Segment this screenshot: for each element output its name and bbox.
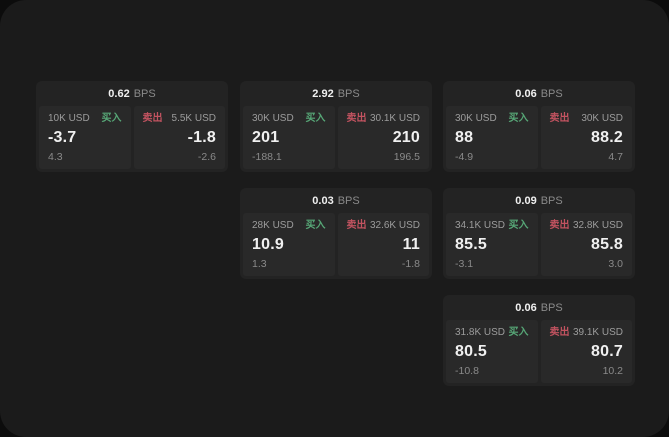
buy-panel[interactable]: 34.1K USD 买入 85.5 -3.1 [446, 213, 538, 276]
card-body: 31.8K USD 买入 80.5 -10.8 卖出 39.1K USD 80.… [443, 320, 635, 386]
bps-value: 0.06 [515, 301, 537, 314]
sell-delta: 4.7 [608, 151, 623, 163]
sell-price: 210 [392, 129, 420, 146]
sell-delta: 196.5 [393, 151, 420, 163]
quote-card: 0.09 BPS 34.1K USD 买入 85.5 -3.1 卖出 32.8K… [443, 188, 635, 279]
sell-tag: 卖出 [549, 327, 570, 338]
buy-tag: 买入 [305, 113, 326, 124]
buy-amount: 31.8K USD [455, 327, 506, 338]
buy-price: 201 [252, 129, 280, 146]
bps-value: 0.06 [515, 87, 537, 100]
buy-delta: -188.1 [252, 151, 282, 163]
bps-header: 0.03 BPS [240, 188, 432, 213]
buy-tag: 买入 [508, 220, 529, 231]
bps-header: 2.92 BPS [240, 81, 432, 106]
card-body: 30K USD 买入 201 -188.1 卖出 30.1K USD 210 1… [240, 106, 432, 172]
sell-delta: 10.2 [602, 365, 623, 377]
buy-panel[interactable]: 30K USD 买入 201 -188.1 [243, 106, 335, 169]
bps-unit-label: BPS [540, 194, 563, 207]
buy-tag: 买入 [508, 113, 529, 124]
sell-price: 11 [402, 236, 420, 253]
card-body: 28K USD 买入 10.9 1.3 卖出 32.6K USD 11 -1.8 [240, 213, 432, 279]
buy-panel[interactable]: 31.8K USD 买入 80.5 -10.8 [446, 320, 538, 383]
bps-value: 0.09 [515, 194, 537, 207]
buy-delta: 4.3 [48, 151, 63, 163]
bps-value: 0.03 [312, 194, 334, 207]
sell-tag: 卖出 [549, 220, 570, 231]
buy-amount: 30K USD [455, 113, 497, 124]
buy-delta: -10.8 [455, 365, 479, 377]
sell-panel[interactable]: 卖出 32.6K USD 11 -1.8 [337, 213, 429, 276]
quote-card: 2.92 BPS 30K USD 买入 201 -188.1 卖出 30.1K … [240, 81, 432, 172]
bps-unit-label: BPS [337, 87, 360, 100]
sell-panel[interactable]: 卖出 5.5K USD -1.8 -2.6 [133, 106, 225, 169]
quote-card: 0.06 BPS 30K USD 买入 88 -4.9 卖出 30K USD 8… [443, 81, 635, 172]
buy-panel[interactable]: 30K USD 买入 88 -4.9 [446, 106, 538, 169]
sell-tag: 卖出 [346, 220, 367, 231]
sell-price: 80.7 [591, 343, 623, 360]
sell-tag: 卖出 [549, 113, 570, 124]
buy-delta: -3.1 [455, 258, 474, 270]
sell-amount: 32.8K USD [572, 220, 623, 231]
bps-header: 0.09 BPS [443, 188, 635, 213]
sell-amount: 39.1K USD [572, 327, 623, 338]
sell-amount: 32.6K USD [369, 220, 420, 231]
quote-card: 0.06 BPS 31.8K USD 买入 80.5 -10.8 卖出 39.1… [443, 295, 635, 386]
sell-delta: -2.6 [197, 151, 216, 163]
quote-card: 0.03 BPS 28K USD 买入 10.9 1.3 卖出 32.6K US… [240, 188, 432, 279]
buy-amount: 10K USD [48, 113, 90, 124]
card-body: 34.1K USD 买入 85.5 -3.1 卖出 32.8K USD 85.8… [443, 213, 635, 279]
sell-panel[interactable]: 卖出 30.1K USD 210 196.5 [337, 106, 429, 169]
bps-header: 0.06 BPS [443, 81, 635, 106]
buy-tag: 买入 [508, 327, 529, 338]
quote-card: 0.62 BPS 10K USD 买入 -3.7 4.3 卖出 5.5K USD… [36, 81, 228, 172]
sell-price: 88.2 [591, 129, 623, 146]
buy-amount: 30K USD [252, 113, 294, 124]
buy-price: 10.9 [252, 236, 284, 253]
buy-price: -3.7 [48, 129, 77, 146]
sell-panel[interactable]: 卖出 32.8K USD 85.8 3.0 [540, 213, 632, 276]
buy-tag: 买入 [101, 113, 122, 124]
buy-price: 80.5 [455, 343, 487, 360]
bps-unit-label: BPS [540, 87, 563, 100]
buy-tag: 买入 [305, 220, 326, 231]
sell-panel[interactable]: 卖出 30K USD 88.2 4.7 [540, 106, 632, 169]
sell-price: 85.8 [591, 236, 623, 253]
card-body: 30K USD 买入 88 -4.9 卖出 30K USD 88.2 4.7 [443, 106, 635, 172]
sell-tag: 卖出 [142, 113, 163, 124]
sell-price: -1.8 [187, 129, 216, 146]
buy-amount: 34.1K USD [455, 220, 506, 231]
buy-price: 85.5 [455, 236, 487, 253]
bps-header: 0.62 BPS [36, 81, 228, 106]
sell-amount: 30K USD [581, 113, 623, 124]
sell-amount: 30.1K USD [369, 113, 420, 124]
bps-unit-label: BPS [540, 301, 563, 314]
bps-header: 0.06 BPS [443, 295, 635, 320]
bps-value: 2.92 [312, 87, 334, 100]
bps-unit-label: BPS [133, 87, 156, 100]
sell-delta: 3.0 [608, 258, 623, 270]
buy-delta: -4.9 [455, 151, 474, 163]
buy-panel[interactable]: 10K USD 买入 -3.7 4.3 [39, 106, 131, 169]
buy-amount: 28K USD [252, 220, 294, 231]
sell-panel[interactable]: 卖出 39.1K USD 80.7 10.2 [540, 320, 632, 383]
buy-panel[interactable]: 28K USD 买入 10.9 1.3 [243, 213, 335, 276]
buy-delta: 1.3 [252, 258, 267, 270]
bps-value: 0.62 [108, 87, 130, 100]
card-body: 10K USD 买入 -3.7 4.3 卖出 5.5K USD -1.8 -2.… [36, 106, 228, 172]
sell-delta: -1.8 [401, 258, 420, 270]
bps-unit-label: BPS [337, 194, 360, 207]
sell-tag: 卖出 [346, 113, 367, 124]
sell-amount: 5.5K USD [171, 113, 216, 124]
buy-price: 88 [455, 129, 474, 146]
